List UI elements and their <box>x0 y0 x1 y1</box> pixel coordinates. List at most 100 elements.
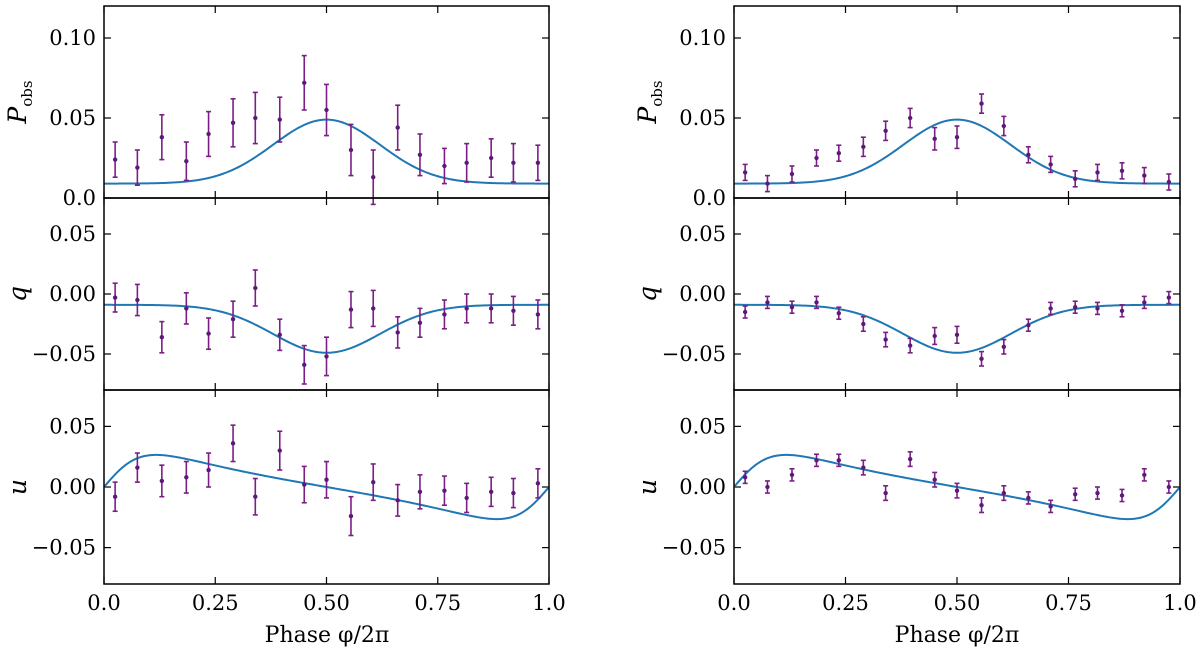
data-point <box>789 472 795 478</box>
data-point <box>535 481 541 486</box>
data-point <box>417 489 423 495</box>
data-point <box>324 107 329 113</box>
data-point <box>230 441 236 446</box>
data-point <box>230 120 236 126</box>
data-point <box>1072 176 1078 181</box>
x-tick-label: 0.0 <box>87 591 120 615</box>
data-point <box>302 362 307 367</box>
panel-right-bottom: −0.05 0.00 0.05 0.0 0.25 0.50 0.75 1.0 u <box>633 389 1197 615</box>
x-tick-label: 0.25 <box>192 591 239 615</box>
x-axis-label-right: Phase φ/2π <box>895 623 1020 648</box>
data-point <box>1072 492 1078 497</box>
model-curve <box>734 303 1180 354</box>
y-tick-label: −0.05 <box>32 342 96 366</box>
data-point <box>1026 495 1031 501</box>
data-point <box>979 101 984 106</box>
data-point <box>883 490 888 496</box>
data-point <box>417 320 423 325</box>
data-point <box>230 317 236 322</box>
data-point <box>277 448 282 453</box>
data-point <box>442 488 447 493</box>
data-point <box>789 171 795 177</box>
data-point <box>324 354 329 359</box>
data-point <box>932 136 937 141</box>
x-tick-label: 0.0 <box>717 591 750 615</box>
data-point <box>932 333 937 339</box>
data-point <box>302 482 307 487</box>
data-point <box>417 152 423 157</box>
y-tick-label: 0.10 <box>49 26 96 50</box>
y-tick-label: 0.05 <box>49 106 96 130</box>
y-axis-label-main: q <box>633 286 662 302</box>
x-tick-label: 0.75 <box>1045 591 1092 615</box>
data-point <box>1095 306 1100 311</box>
data-point <box>1048 162 1053 167</box>
x-tick-label: 0.50 <box>934 591 981 615</box>
data-point <box>814 300 819 305</box>
data-point <box>488 306 494 311</box>
y-tick-label: −0.05 <box>662 536 726 560</box>
data-point <box>789 305 795 310</box>
data-point <box>135 297 140 303</box>
data-point <box>836 151 842 156</box>
data-point <box>1119 168 1125 173</box>
data-point <box>765 484 770 490</box>
data-point <box>348 513 354 519</box>
data-point <box>253 494 258 499</box>
data-point <box>464 306 469 311</box>
x-tick-label: 0.25 <box>822 591 869 615</box>
data-point <box>814 458 819 463</box>
data-point <box>442 163 447 169</box>
y-tick-label: 0.05 <box>679 414 726 438</box>
data-point <box>1119 493 1125 498</box>
y-axis-label: Pobs <box>633 80 666 124</box>
x-tick-label: 0.50 <box>303 591 350 615</box>
y-axis-label: q <box>633 286 662 302</box>
data-point <box>253 115 258 121</box>
data-point <box>488 155 494 161</box>
y-axis-label: Pobs <box>3 80 36 124</box>
data-point <box>1001 123 1007 129</box>
data-point <box>442 312 447 317</box>
data-point <box>836 458 842 463</box>
data-point <box>907 115 913 121</box>
y-axis-label-main: q <box>3 286 32 302</box>
data-point <box>742 170 748 175</box>
data-point <box>1001 490 1007 496</box>
data-point <box>348 147 354 153</box>
data-point <box>814 155 819 161</box>
x-tick-label: 1.0 <box>1163 591 1196 615</box>
panel-right-top: 0.0 0.05 0.10 Pobs <box>633 5 1181 210</box>
panel-left-bottom: −0.05 0.00 0.05 0.0 0.25 0.50 0.75 1.0 u <box>3 389 566 615</box>
y-axis-label-main: P <box>633 106 662 125</box>
data-point <box>371 479 376 485</box>
axes-frame <box>103 389 550 585</box>
x-tick-label: 0.75 <box>414 591 461 615</box>
axes-frame <box>733 389 1181 585</box>
data-point <box>1095 490 1100 496</box>
data-point <box>1142 173 1147 178</box>
y-tick-label: −0.05 <box>32 536 96 560</box>
y-tick-label: −0.05 <box>662 342 726 366</box>
data-point <box>253 285 258 291</box>
y-axis-label-sub: obs <box>18 80 36 106</box>
y-axis-label: u <box>3 479 32 495</box>
data-point <box>861 144 866 149</box>
y-axis-label: u <box>633 479 662 495</box>
data-point <box>511 490 516 496</box>
data-point <box>371 175 376 180</box>
data-point <box>371 306 376 311</box>
data-point <box>535 160 541 165</box>
data-point <box>511 308 516 313</box>
data-point <box>954 135 960 140</box>
data-point <box>184 159 189 164</box>
data-point <box>277 117 282 122</box>
data-point <box>883 337 888 342</box>
data-point <box>159 478 165 484</box>
y-axis-label-sub: obs <box>648 80 666 106</box>
data-point <box>1166 179 1172 185</box>
data-point <box>302 80 307 86</box>
data-point <box>395 125 400 130</box>
data-point <box>1166 295 1172 300</box>
data-point <box>159 135 165 140</box>
